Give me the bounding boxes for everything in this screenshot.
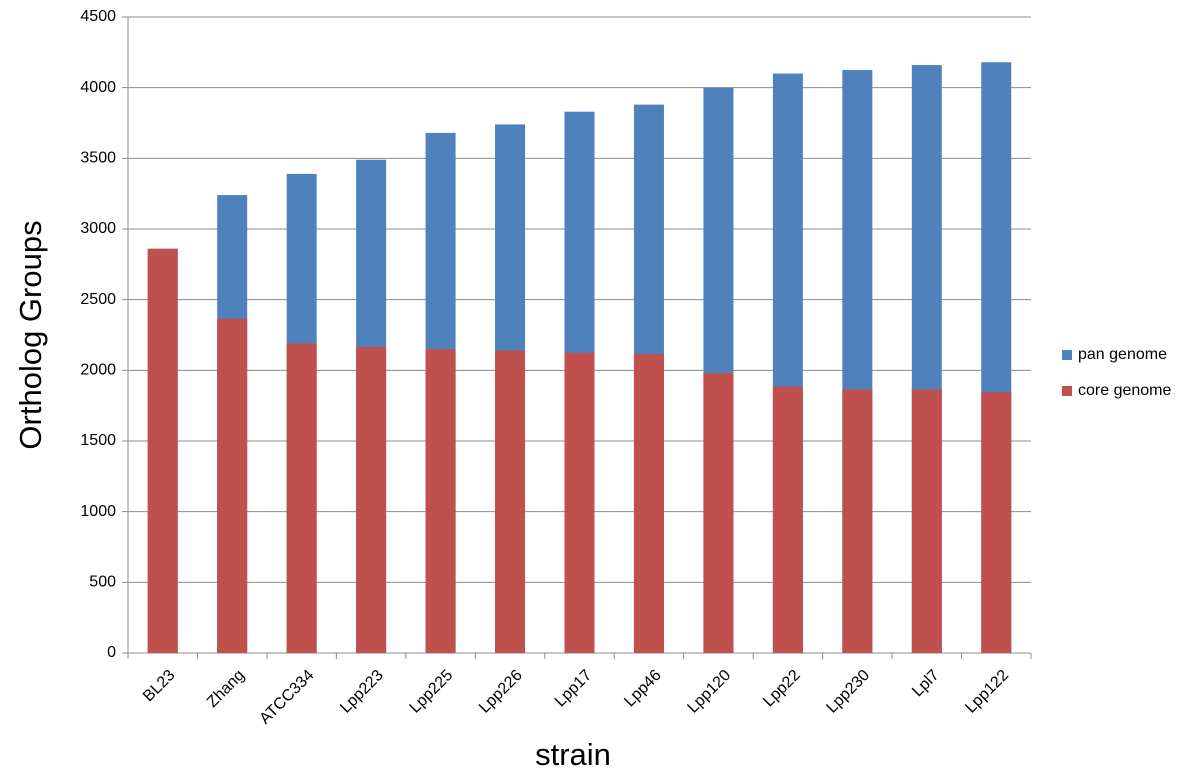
y-tick-label: 1500: [80, 432, 116, 449]
x-tick-label: Lpl7: [909, 667, 942, 700]
x-tick-label: BL23: [140, 667, 179, 706]
bar: [495, 350, 526, 653]
bar: [633, 354, 664, 653]
bar: [842, 389, 873, 653]
x-tick-label: Lpp225: [407, 667, 457, 717]
x-tick-label: Lpp223: [337, 667, 387, 717]
y-tick-label: 3500: [80, 150, 116, 167]
x-tick-label: Lpp22: [760, 667, 804, 711]
x-tick-label: Lpp17: [552, 667, 596, 711]
x-tick-label: Lpp120: [684, 667, 734, 717]
y-tick-label: 4500: [80, 8, 116, 25]
x-tick-label: Lpp122: [962, 667, 1012, 717]
bar: [703, 373, 734, 653]
bar: [356, 347, 387, 653]
y-tick-label: 0: [107, 644, 116, 661]
bar: [147, 248, 178, 653]
y-tick-label: 3000: [80, 220, 116, 237]
x-axis-title: strain: [535, 737, 611, 772]
x-tick-label: Lpp46: [621, 667, 665, 711]
y-tick-label: 1000: [80, 503, 116, 520]
legend-label: pan genome: [1078, 346, 1167, 363]
bar: [217, 318, 248, 653]
y-tick-label: 2500: [80, 291, 116, 308]
legend-swatch: [1062, 350, 1072, 360]
bar: [564, 352, 595, 653]
x-tick-label: Lpp230: [823, 667, 873, 717]
x-tick-label: Zhang: [204, 667, 248, 711]
y-tick-label: 4000: [80, 79, 116, 96]
y-tick-label: 500: [89, 574, 116, 591]
bar: [772, 386, 803, 653]
bar: [425, 349, 456, 653]
x-tick-label: ATCC334: [257, 667, 318, 728]
bar: [286, 343, 317, 653]
y-tick-label: 2000: [80, 362, 116, 379]
bar: [981, 392, 1012, 653]
bar: [911, 389, 942, 653]
legend-swatch: [1062, 386, 1072, 396]
x-tick-label: Lpp226: [476, 667, 526, 717]
y-axis-title: Ortholog Groups: [13, 220, 48, 449]
legend-label: core genome: [1078, 382, 1171, 399]
